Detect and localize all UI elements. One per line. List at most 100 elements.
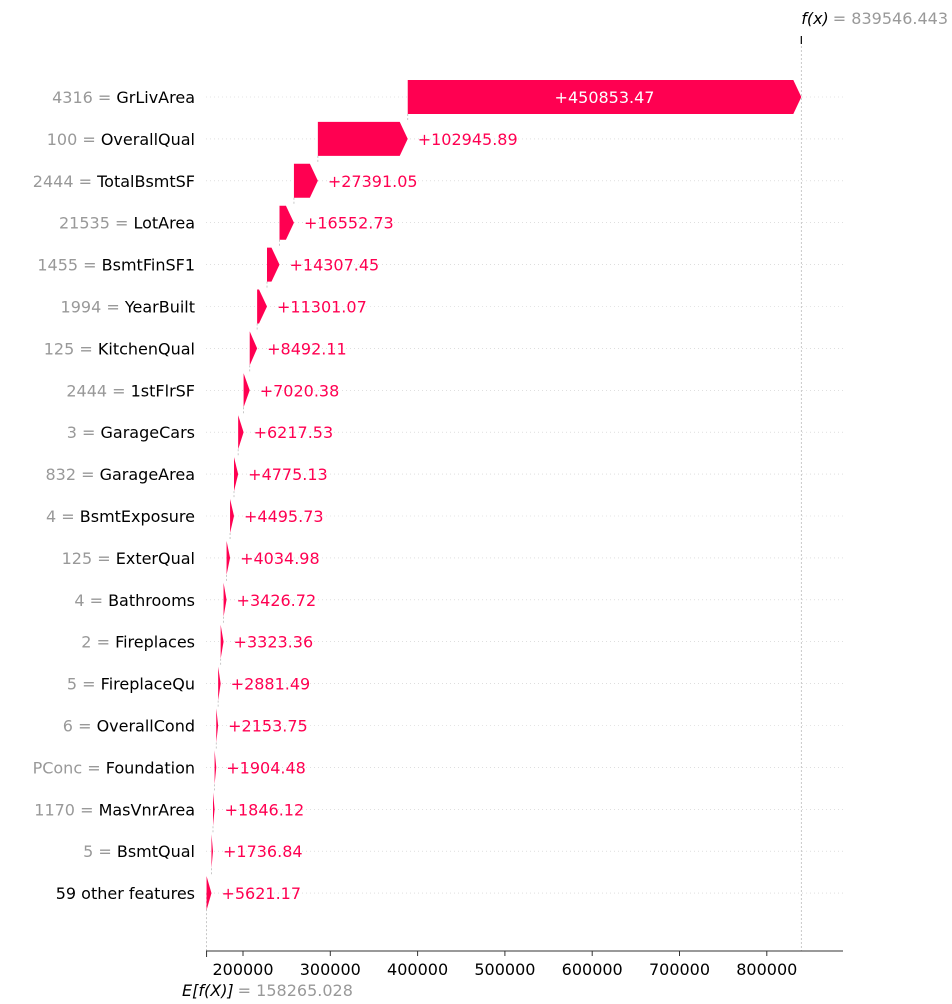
feature-label: 1170 = MasVnrArea <box>34 800 195 819</box>
feature-name: Bathrooms <box>108 591 195 610</box>
contribution-label: +450853.47 <box>555 88 655 107</box>
feature-name: YearBuilt <box>124 298 195 317</box>
feature-value: 4 = <box>74 591 108 610</box>
contribution-label: +16552.73 <box>304 214 394 233</box>
x-tick-label: 800000 <box>736 960 797 979</box>
feature-name: ExterQual <box>116 549 195 568</box>
feature-label: 6 = OverallCond <box>63 717 195 736</box>
contribution-bar <box>279 205 294 240</box>
feature-label: PConc = Foundation <box>33 758 195 777</box>
contribution-label: +27391.05 <box>328 172 418 191</box>
feature-name: GarageArea <box>100 465 195 484</box>
contribution-label: +1904.48 <box>226 758 306 777</box>
feature-name: TotalBsmtSF <box>96 172 195 191</box>
feature-value: 4 = <box>46 507 80 526</box>
feature-name: KitchenQual <box>98 339 195 358</box>
contribution-bar <box>243 373 250 408</box>
x-tick-label: 500000 <box>474 960 535 979</box>
feature-name: LotArea <box>133 214 195 233</box>
contribution-bar <box>407 80 802 114</box>
feature-label: 1455 = BsmtFinSF1 <box>37 256 195 275</box>
base-value-text: = 158265.028 <box>238 981 353 1000</box>
feature-value: 1170 = <box>34 800 98 819</box>
feature-value: 1994 = <box>61 298 125 317</box>
feature-value: 6 = <box>63 717 97 736</box>
contribution-label: +3323.36 <box>234 633 314 652</box>
contribution-label: +6217.53 <box>254 423 334 442</box>
contribution-label: +14307.45 <box>289 256 379 275</box>
feature-label: 125 = ExterQual <box>62 549 195 568</box>
feature-value: PConc = <box>33 758 106 777</box>
contribution-label: +3426.72 <box>237 591 317 610</box>
feature-label: 3 = GarageCars <box>67 423 195 442</box>
x-tick-label: 300000 <box>300 960 361 979</box>
x-axis: 200000 300000 400000 500000 600000 700000 8000… <box>206 950 843 979</box>
value-annotations: f(x) = 839546.443 E[f(X)] = 158265.028 <box>182 9 948 1000</box>
feature-value: 5 = <box>67 675 101 694</box>
feature-name: Foundation <box>106 758 195 777</box>
x-tick-label: 400000 <box>387 960 448 979</box>
reference-lines <box>206 36 802 957</box>
contribution-bar <box>220 624 224 659</box>
feature-name: GarageCars <box>101 423 195 442</box>
feature-label: 1994 = YearBuilt <box>61 298 195 317</box>
output-value-text: = 839546.443 <box>833 9 948 28</box>
contribution-bar <box>211 834 213 869</box>
feature-name: BsmtFinSF1 <box>102 256 195 275</box>
contribution-label: +4775.13 <box>248 465 328 484</box>
feature-name: Fireplaces <box>115 633 195 652</box>
feature-value: 100 = <box>47 130 101 149</box>
feature-name: MasVnrArea <box>99 800 195 819</box>
feature-value: 2444 = <box>66 381 130 400</box>
contribution-bar <box>216 708 219 743</box>
feature-label: 100 = OverallQual <box>47 130 195 149</box>
contribution-bar <box>249 331 258 366</box>
feature-value: 4316 = <box>52 88 116 107</box>
contribution-bar <box>218 666 221 701</box>
contribution-label: +4495.73 <box>244 507 324 526</box>
contribution-bar <box>230 499 234 533</box>
feature-label: 4 = BsmtExposure <box>46 507 195 526</box>
contribution-bar <box>238 415 244 450</box>
feature-label: 4 = Bathrooms <box>74 591 195 610</box>
contribution-label: +5621.17 <box>221 884 301 903</box>
feature-name: FireplaceQu <box>101 675 195 694</box>
feature-label: 21535 = LotArea <box>59 214 195 233</box>
feature-label: 59 other features <box>56 884 195 903</box>
feature-name: 59 other features <box>56 884 195 903</box>
output-value-label: f(x) <box>801 9 829 28</box>
feature-value: 832 = <box>45 465 99 484</box>
contribution-bar <box>212 792 215 827</box>
feature-label: 5 = FireplaceQu <box>67 675 195 694</box>
feature-value: 21535 = <box>59 214 133 233</box>
contribution-bar <box>267 247 280 282</box>
feature-labels: 4316 = GrLivArea 100 = OverallQual 2444 = … <box>33 88 195 903</box>
contribution-label: +7020.38 <box>260 381 340 400</box>
feature-label: 125 = KitchenQual <box>44 339 195 358</box>
contribution-label: +1846.12 <box>225 800 305 819</box>
feature-name: OverallQual <box>101 130 195 149</box>
contribution-bar <box>293 163 318 198</box>
x-tick-label: 700000 <box>649 960 710 979</box>
feature-value: 2 = <box>81 633 115 652</box>
feature-label: 2 = Fireplaces <box>81 633 195 652</box>
contribution-bar <box>214 750 217 785</box>
contribution-bar <box>317 121 408 156</box>
x-tick-label: 600000 <box>562 960 623 979</box>
contribution-bar <box>226 540 231 575</box>
feature-value: 125 = <box>44 339 98 358</box>
feature-label: 5 = BsmtQual <box>83 842 195 861</box>
feature-name: OverallCond <box>97 717 195 736</box>
contribution-label: +1736.84 <box>223 842 303 861</box>
contribution-label: +2153.75 <box>228 717 308 736</box>
contribution-bars: +450853.47 +102945.89 +27391.05 +16552.73 +1… <box>206 80 802 911</box>
output-value-annotation: f(x) = 839546.443 <box>801 9 948 28</box>
feature-name: GrLivArea <box>116 88 195 107</box>
feature-value: 2444 = <box>33 172 97 191</box>
contribution-bar <box>206 876 212 911</box>
feature-name: BsmtQual <box>117 842 195 861</box>
contribution-label: +8492.11 <box>267 339 347 358</box>
contribution-bar <box>223 582 227 617</box>
feature-value: 1455 = <box>37 256 101 275</box>
